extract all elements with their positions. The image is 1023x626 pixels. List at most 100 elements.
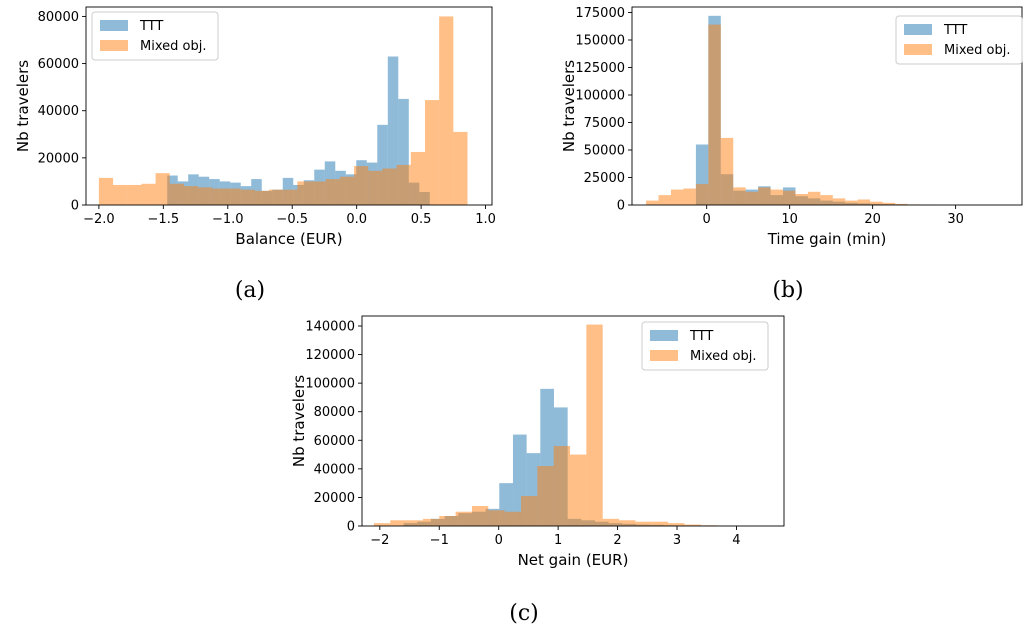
legend-swatch-ttt: [100, 20, 128, 31]
histogram-bar: [410, 151, 425, 205]
y-tick-label: 75000: [584, 116, 625, 131]
plot-frame: [631, 6, 1023, 206]
legend-label-ttt: TTT: [139, 19, 163, 34]
histogram-bar: [720, 137, 734, 205]
y-tick-label: 175000: [575, 6, 625, 21]
histogram-bar: [406, 520, 423, 526]
plot-frame: [85, 6, 493, 206]
y-tick-label: 0: [617, 199, 625, 214]
y-tick-label: 100000: [305, 377, 355, 392]
chart-panel-1: −2.0 −1.5 −1.0 −0.5 0.0 0.5 1.0 0 20000 40000 6000…: [14, 6, 496, 303]
x-tick-label: 30: [947, 212, 964, 227]
x-tick-label: 10: [781, 212, 798, 227]
x-tick-label: −1.5: [148, 212, 180, 227]
legend-swatch-ttt: [904, 24, 932, 35]
histogram-bar: [155, 173, 170, 205]
legend-swatch-mixed: [100, 40, 128, 51]
histogram-bar: [770, 189, 784, 205]
x-tick-label: −0.5: [276, 212, 308, 227]
y-tick-label: 0: [71, 199, 79, 214]
histogram-bar: [141, 183, 156, 205]
histogram-bar: [895, 203, 908, 205]
histogram-bar: [646, 200, 659, 205]
y-tick-label: 60000: [38, 57, 79, 72]
histogram-bar: [635, 521, 652, 526]
histogram-bar: [733, 187, 746, 205]
legend: TTT Mixed obj.: [91, 11, 219, 61]
histogram-bar: [845, 200, 858, 205]
x-tick-label: 1.0: [475, 212, 496, 227]
histogram-bar: [354, 166, 369, 205]
histogram-bar: [602, 518, 620, 526]
x-axis-label: Time gain (min): [767, 230, 887, 248]
histogram-bar: [212, 188, 227, 205]
y-tick-label: 40000: [314, 462, 355, 477]
subfigure-caption: (b): [772, 278, 803, 303]
x-tick-label: 20: [864, 212, 881, 227]
y-tick-label: 125000: [575, 61, 625, 76]
histogram-bar: [377, 124, 388, 205]
y-tick-label: 120000: [305, 348, 355, 363]
histogram-bar: [684, 524, 701, 526]
histogram-bar: [683, 188, 696, 205]
histogram-bar: [758, 187, 771, 205]
x-tick-label: −2.0: [83, 212, 115, 227]
histogram-bar: [520, 496, 538, 526]
x-tick-label: 3: [673, 533, 681, 548]
y-tick-label: 80000: [314, 405, 355, 420]
histogram-bar: [283, 189, 298, 205]
legend-label-mixed: Mixed obj.: [944, 43, 1010, 58]
x-tick-label: 0: [495, 533, 503, 548]
y-axis-label: Nb travelers: [14, 60, 32, 152]
series-mixed-obj: [98, 16, 468, 205]
histogram-bar: [169, 183, 184, 205]
legend-label-mixed: Mixed obj.: [140, 39, 206, 54]
histogram-bar: [795, 194, 808, 205]
histogram-bar: [471, 506, 489, 526]
histogram-bar: [297, 181, 312, 205]
y-tick-label: 20000: [38, 151, 79, 166]
histogram-bar: [390, 520, 407, 526]
histogram-bar: [619, 520, 636, 526]
histogram-bar: [113, 184, 128, 205]
y-axis-label: Nb travelers: [290, 375, 308, 467]
series-mixed-obj: [373, 324, 767, 526]
histogram-bar: [398, 98, 409, 205]
histogram-bar: [488, 510, 505, 526]
histogram-bar: [183, 186, 199, 205]
y-tick-label: 50000: [584, 144, 625, 159]
histogram-bar: [820, 195, 833, 205]
histogram-bar: [240, 189, 255, 205]
subfigure-caption: (a): [235, 278, 265, 303]
histogram-bar: [857, 199, 871, 205]
histogram-bar: [553, 446, 571, 526]
histogram-bar: [455, 511, 472, 526]
legend-label-mixed: Mixed obj.: [690, 349, 756, 364]
histogram-bar: [325, 179, 340, 205]
histogram-bar: [339, 176, 355, 205]
histogram-bar: [807, 191, 821, 205]
y-tick-label: 0: [347, 520, 355, 535]
histogram-bar: [439, 516, 456, 526]
y-tick-label: 80000: [38, 10, 79, 25]
histogram-bar: [832, 198, 846, 205]
histogram-bar: [783, 190, 796, 205]
x-tick-label: 1: [554, 533, 562, 548]
histogram-bar: [382, 168, 397, 205]
histogram-bar: [651, 521, 669, 526]
y-tick-label: 60000: [314, 434, 355, 449]
x-axis-label: Net gain (EUR): [518, 551, 629, 569]
x-tick-label: 0.5: [411, 212, 432, 227]
histogram-bar: [373, 523, 391, 526]
legend-swatch-mixed: [904, 44, 932, 55]
histogram-bar: [311, 181, 326, 205]
histogram-bar: [368, 170, 383, 205]
subfigure-caption: (c): [509, 601, 539, 626]
histogram-bar: [695, 184, 709, 205]
histogram-bar: [658, 195, 671, 205]
series-mixed-obj: [646, 24, 933, 205]
histogram-bar: [198, 187, 213, 205]
histogram-bar: [387, 56, 399, 205]
legend-label-ttt: TTT: [689, 329, 713, 344]
